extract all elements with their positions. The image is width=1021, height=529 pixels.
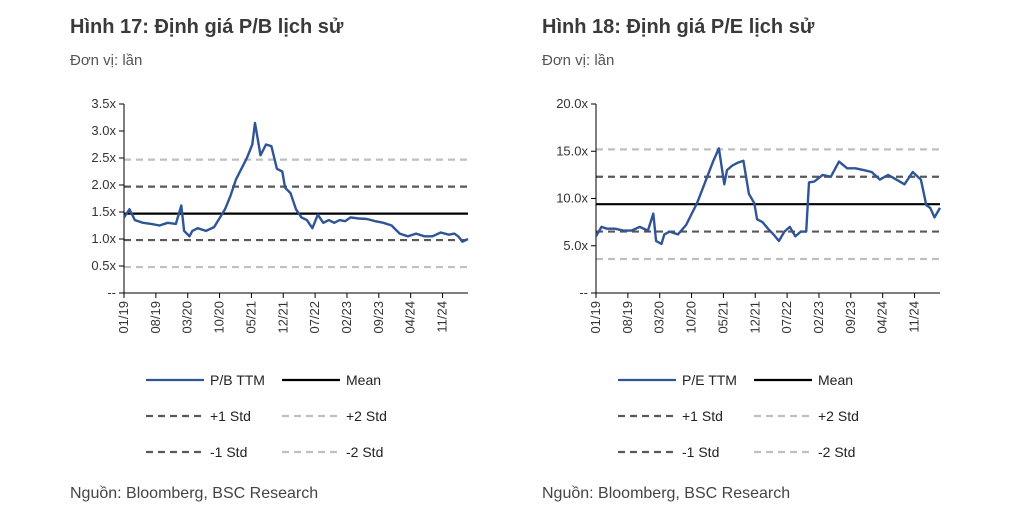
y-tick-label: 1.5x [91, 204, 116, 219]
x-tick-label: 01/19 [116, 301, 131, 334]
chart-source: Nguồn: Bloomberg, BSC Research [70, 485, 319, 502]
x-tick-label: 02/23 [339, 301, 354, 334]
x-tick-label: 04/24 [403, 301, 418, 334]
series-line-pbttm [123, 121, 469, 243]
chart-unit-label: Đơn vị: lần [70, 52, 143, 69]
x-tick-label: 10/20 [212, 301, 227, 334]
x-tick-label: 08/19 [620, 301, 635, 334]
legend-label: -2 Std [346, 444, 383, 460]
chart-unit-label: Đơn vị: lần [542, 52, 615, 69]
pe-chart-svg: 20.0x 15.0x 10.0x 5.0x --01/19 08/19 03/20 10/2… [556, 96, 942, 460]
x-tick-label: 03/20 [652, 301, 667, 334]
chart-title: Hình 17: Định giá P/B lịch sử [70, 16, 344, 38]
legend-label: Mean [346, 372, 381, 388]
y-tick-label: -- [107, 285, 116, 300]
legend-label: P/E TTM [682, 372, 737, 388]
x-tick-label: 05/21 [715, 301, 730, 334]
x-tick-label: 09/23 [843, 301, 858, 334]
x-tick-label: 03/20 [180, 301, 195, 334]
legend-label: Mean [818, 372, 853, 388]
legend-label: +2 Std [346, 408, 387, 424]
legend-label: +2 Std [818, 408, 859, 424]
x-tick-label: 02/23 [811, 301, 826, 334]
x-tick-label: 07/22 [779, 301, 794, 334]
pe-chart-panel: Hình 18: Định giá P/E lịch sử Đơn vị: lầ… [472, 0, 952, 529]
x-tick-label: 04/24 [875, 301, 890, 334]
legend-label: -1 Std [682, 444, 719, 460]
x-tick-label: 11/24 [435, 301, 450, 333]
x-tick-label: 10/20 [684, 301, 699, 334]
series-line-pettm [594, 147, 942, 246]
y-tick-label: 2.5x [91, 150, 116, 165]
chart-title: Hình 18: Định giá P/E lịch sử [542, 16, 815, 38]
y-tick-label: 3.0x [91, 123, 116, 138]
y-tick-label: 10.0x [556, 191, 588, 206]
y-tick-label: 1.0x [91, 231, 116, 246]
x-tick-label: 07/22 [307, 301, 322, 334]
pb-chart-panel: Hình 17: Định giá P/B lịch sử Đơn vị: lầ… [0, 0, 480, 529]
x-tick-label: 09/23 [371, 301, 386, 334]
x-tick-label: 08/19 [148, 301, 163, 334]
x-tick-label: 12/21 [275, 301, 290, 334]
y-tick-label: 20.0x [556, 96, 588, 111]
y-tick-label: -- [579, 285, 588, 300]
pb-chart-svg: 3.5x 3.0x 2.5x 2.0x 1.5x 1.0x 0.5x --01/19 08/19… [91, 96, 469, 460]
legend-label: P/B TTM [210, 372, 265, 388]
y-tick-label: 2.0x [91, 177, 116, 192]
legend-label: -1 Std [210, 444, 247, 460]
y-tick-label: 0.5x [91, 258, 116, 273]
x-tick-label: 01/19 [588, 301, 603, 334]
legend-label: -2 Std [818, 444, 855, 460]
y-tick-label: 3.5x [91, 96, 116, 111]
legend-label: +1 Std [682, 408, 723, 424]
y-tick-label: 15.0x [556, 143, 588, 158]
chart-source: Nguồn: Bloomberg, BSC Research [542, 485, 791, 502]
x-tick-label: 05/21 [243, 301, 258, 334]
x-tick-label: 11/24 [907, 301, 922, 333]
legend-label: +1 Std [210, 408, 251, 424]
x-tick-label: 12/21 [747, 301, 762, 334]
y-tick-label: 5.0x [563, 238, 588, 253]
